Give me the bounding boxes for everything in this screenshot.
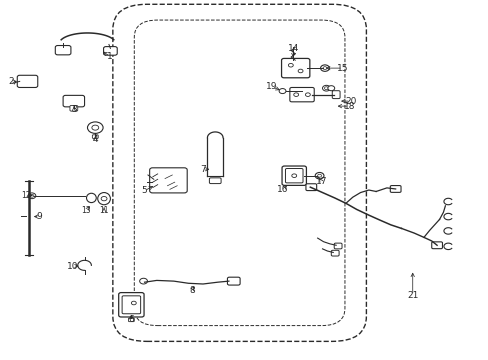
Text: 12: 12 xyxy=(21,190,31,199)
FancyBboxPatch shape xyxy=(389,185,400,192)
FancyBboxPatch shape xyxy=(431,242,442,249)
FancyBboxPatch shape xyxy=(333,243,341,249)
FancyBboxPatch shape xyxy=(103,46,117,55)
FancyBboxPatch shape xyxy=(305,184,316,190)
Text: 15: 15 xyxy=(337,64,348,73)
Text: 7: 7 xyxy=(200,165,205,174)
Circle shape xyxy=(315,172,324,179)
Text: 16: 16 xyxy=(276,185,288,194)
FancyBboxPatch shape xyxy=(330,250,338,256)
Circle shape xyxy=(279,89,285,94)
FancyBboxPatch shape xyxy=(55,45,71,55)
Text: 14: 14 xyxy=(287,44,298,53)
Text: 21: 21 xyxy=(406,291,418,300)
Text: 17: 17 xyxy=(315,177,326,186)
Text: 20: 20 xyxy=(345,96,356,105)
Circle shape xyxy=(140,278,147,284)
Circle shape xyxy=(101,197,107,201)
Text: 3: 3 xyxy=(71,105,77,114)
FancyBboxPatch shape xyxy=(92,135,98,138)
Circle shape xyxy=(293,93,298,96)
FancyBboxPatch shape xyxy=(149,168,187,193)
Circle shape xyxy=(28,193,36,199)
Text: 8: 8 xyxy=(188,285,194,294)
Circle shape xyxy=(320,65,329,71)
Text: 10: 10 xyxy=(67,262,79,271)
Circle shape xyxy=(131,301,136,305)
FancyBboxPatch shape xyxy=(70,105,78,111)
FancyBboxPatch shape xyxy=(227,277,240,285)
Text: 6: 6 xyxy=(128,315,134,324)
FancyBboxPatch shape xyxy=(17,75,38,87)
Circle shape xyxy=(317,174,321,177)
Text: 5: 5 xyxy=(142,186,147,195)
Circle shape xyxy=(291,174,296,177)
Text: 13: 13 xyxy=(81,206,91,215)
Circle shape xyxy=(298,69,303,73)
FancyBboxPatch shape xyxy=(128,318,134,321)
FancyBboxPatch shape xyxy=(289,87,314,102)
Circle shape xyxy=(323,67,326,69)
Text: 19: 19 xyxy=(265,82,277,91)
Text: 4: 4 xyxy=(92,135,98,144)
FancyBboxPatch shape xyxy=(122,296,141,314)
FancyBboxPatch shape xyxy=(209,178,221,184)
Circle shape xyxy=(288,63,293,67)
Circle shape xyxy=(327,86,334,91)
Text: 1: 1 xyxy=(107,52,113,61)
Text: 9: 9 xyxy=(37,212,42,221)
Circle shape xyxy=(305,93,310,96)
Circle shape xyxy=(30,194,34,197)
FancyBboxPatch shape xyxy=(331,91,339,99)
Ellipse shape xyxy=(86,193,96,203)
Text: 11: 11 xyxy=(99,206,109,215)
FancyBboxPatch shape xyxy=(281,58,309,78)
FancyBboxPatch shape xyxy=(282,166,306,185)
FancyBboxPatch shape xyxy=(63,95,84,107)
Circle shape xyxy=(87,122,103,134)
Circle shape xyxy=(322,85,330,91)
Text: 2: 2 xyxy=(9,77,14,86)
Text: 18: 18 xyxy=(343,102,354,111)
FancyBboxPatch shape xyxy=(119,293,144,317)
Ellipse shape xyxy=(98,193,110,205)
FancyBboxPatch shape xyxy=(285,168,303,183)
Circle shape xyxy=(92,125,99,130)
Circle shape xyxy=(324,87,328,90)
